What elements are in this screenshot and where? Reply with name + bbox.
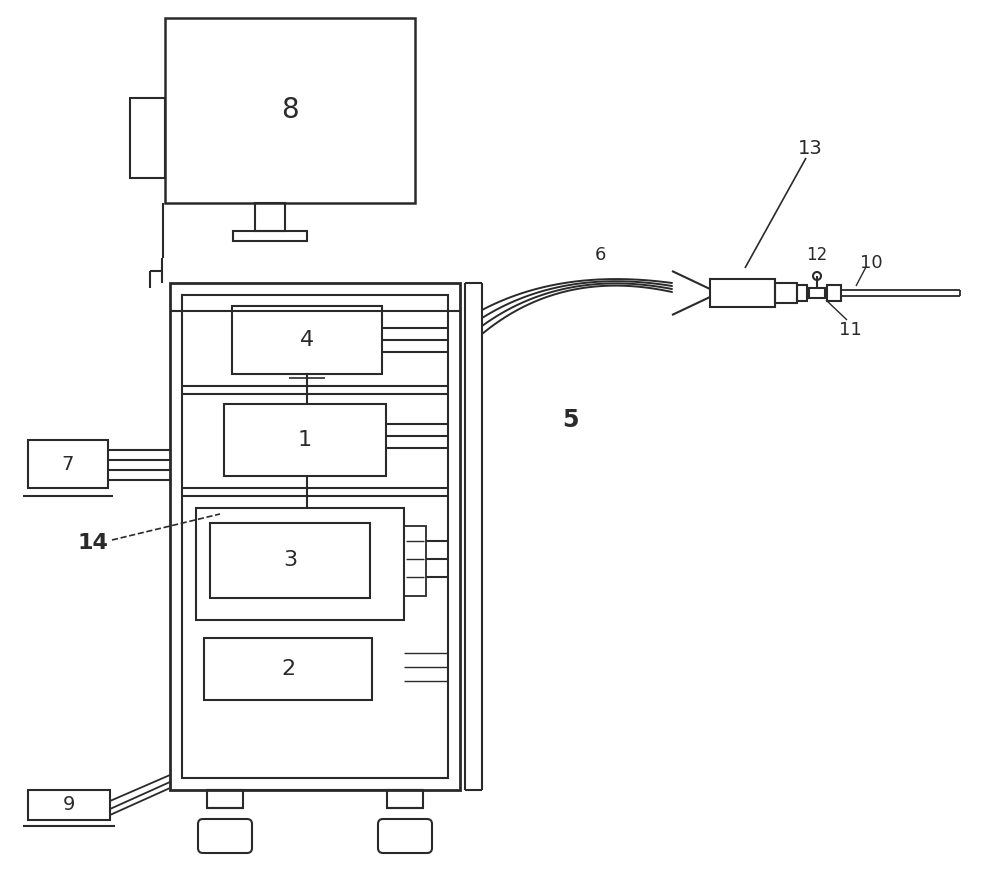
Text: 6: 6 [594,246,606,264]
Text: 10: 10 [860,254,882,272]
Bar [232,306,382,374]
Bar [710,279,775,307]
Bar [809,288,825,298]
Bar [797,285,807,301]
Text: 7: 7 [62,455,74,474]
Text: 9: 9 [63,796,75,814]
Bar [207,790,243,808]
Bar [130,98,165,178]
Text: 13: 13 [798,138,822,158]
Text: 3: 3 [283,550,297,571]
Bar [182,295,448,778]
Bar [170,283,460,790]
Text: 14: 14 [77,533,108,553]
FancyBboxPatch shape [378,819,432,853]
Bar [233,231,307,241]
FancyBboxPatch shape [198,819,252,853]
Bar [224,404,386,476]
Text: 2: 2 [281,659,295,679]
Text: 12: 12 [806,246,828,264]
Bar [775,283,797,303]
Text: 1: 1 [298,430,312,450]
Bar [28,790,110,820]
Bar [387,790,423,808]
Bar [196,508,404,620]
Circle shape [813,272,821,280]
Bar [827,285,841,301]
Text: 11: 11 [839,321,861,339]
Bar [404,526,426,596]
Text: 5: 5 [562,408,578,432]
Bar [210,523,370,598]
Bar [165,18,415,203]
Bar [28,440,108,488]
Text: 4: 4 [300,330,314,350]
Bar [255,203,285,231]
Bar [204,638,372,700]
Text: 8: 8 [281,96,299,125]
